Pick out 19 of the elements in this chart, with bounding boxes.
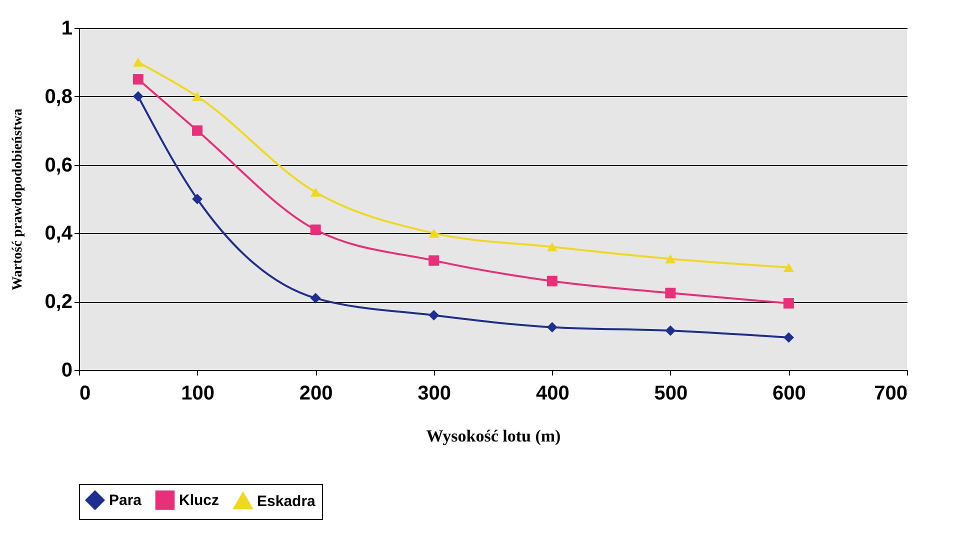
x-tick-label: 700 [874,382,908,404]
x-tick-label: 400 [536,382,570,404]
legend-label: Eskadra [257,492,316,510]
x-tick-label: 300 [418,382,452,404]
legend-label: Para [109,492,142,510]
y-tick-label: 0,4 [44,222,74,245]
y-axis-title: Wartość prawdopodobieństwa [10,108,26,290]
y-tick-label: 0,2 [44,291,72,314]
x-axis-title: Wysokość lotu (m) [426,426,561,446]
y-tick-label: 0,6 [44,154,72,176]
x-tick-label: 500 [654,382,688,404]
x-tick-label: 600 [772,382,806,404]
y-tick-label: 0 [61,360,72,382]
legend-label: Klucz [179,492,220,510]
y-tick-label: 1 [61,18,72,40]
y-tick-label: 0,8 [44,86,72,108]
x-tick-label: 0 [80,382,91,404]
x-tick-label: 100 [181,382,214,404]
x-tick-label: 200 [299,382,333,404]
